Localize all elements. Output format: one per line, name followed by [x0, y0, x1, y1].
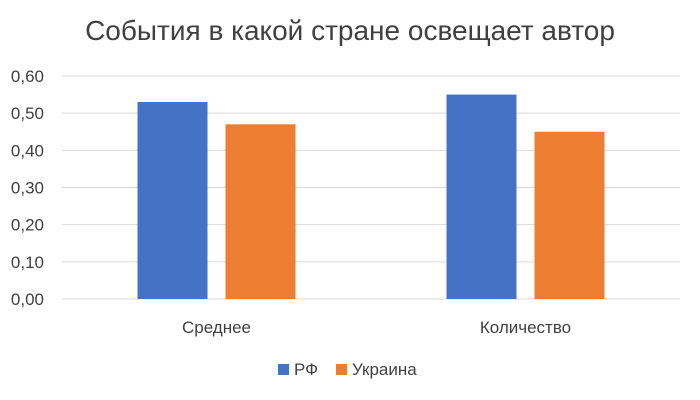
chart-title: События в какой стране освещает автор: [85, 15, 615, 46]
legend-swatch: [278, 364, 289, 375]
bar-rf-kolichestvo: [446, 94, 517, 299]
y-tick-label: 0,10: [11, 253, 44, 272]
x-category-label: Количество: [480, 318, 571, 337]
bar-ukraine-kolichestvo: [534, 131, 605, 299]
bar-ukraine-srednee: [225, 124, 296, 299]
legend-label: РФ: [294, 360, 318, 379]
y-tick-label: 0,20: [11, 216, 44, 235]
y-tick-label: 0,60: [11, 67, 44, 86]
y-tick-label: 0,40: [11, 141, 44, 160]
y-tick-label: 0,50: [11, 104, 44, 123]
legend-label: Украина: [352, 360, 417, 379]
legend-swatch: [336, 364, 347, 375]
legend: РФ Украина: [278, 360, 417, 379]
y-tick-label: 0,00: [11, 290, 44, 309]
y-tick-label: 0,30: [11, 179, 44, 198]
bars: [137, 94, 605, 300]
x-axis-categories: Среднее Количество: [182, 318, 571, 337]
bar-rf-srednee: [137, 102, 208, 300]
y-axis-ticks: 0,00 0,10 0,20 0,30 0,40 0,50 0,60: [11, 67, 44, 309]
x-category-label: Среднее: [182, 318, 251, 337]
